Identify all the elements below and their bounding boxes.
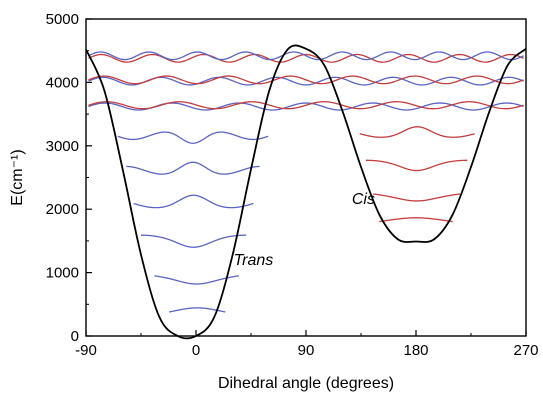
x-tick-label: 0 <box>192 342 200 359</box>
x-tick-label: -90 <box>75 342 97 359</box>
wavefunction-delocalized-11 <box>88 101 524 110</box>
y-tick-label: 4000 <box>46 74 79 91</box>
wavefunction-cis-6 <box>379 217 453 223</box>
y-axis-label: E(cm⁻¹) <box>9 149 26 205</box>
plot-frame <box>85 18 527 337</box>
y-tick-label: 2000 <box>46 201 79 218</box>
y-tick-label: 5000 <box>46 11 79 28</box>
x-tick-label: 270 <box>513 342 538 359</box>
wavefunction-delocalized-15 <box>88 51 524 61</box>
potential-layer <box>85 44 527 340</box>
wavefunctions-layer <box>88 51 524 313</box>
wavefunction-trans-5 <box>117 131 269 144</box>
wavefunction-cis-8 <box>365 159 468 172</box>
wavefunction-delocalized-12 <box>88 76 524 86</box>
wavefunction-trans-4 <box>126 161 260 175</box>
wavefunction-cis-9 <box>359 126 475 138</box>
wavefunction-delocalized-13 <box>88 75 524 85</box>
wavefunction-trans-3 <box>133 194 254 209</box>
y-tick-label: 3000 <box>46 138 79 155</box>
y-tick-label: 1000 <box>46 265 79 282</box>
annotation-trans: Trans <box>234 252 274 269</box>
potential-curve <box>85 44 527 340</box>
wavefunction-delocalized-10 <box>88 102 524 111</box>
x-tick-label: 90 <box>298 342 315 359</box>
y-tick-label: 0 <box>71 328 79 345</box>
wavefunction-trans-1 <box>154 275 239 285</box>
wavefunction-trans-0 <box>168 307 226 313</box>
wavefunction-trans-2 <box>140 234 247 248</box>
wavefunction-cis-7 <box>373 193 461 202</box>
x-tick-label: 180 <box>403 342 428 359</box>
labels-layer: -90 0 90 180 270010002000300040005000Dihedra… <box>9 11 539 392</box>
axes-layer <box>85 18 527 337</box>
annotation-cis: Cis <box>352 191 375 208</box>
x-axis-label: Dihedral angle (degrees) <box>218 375 394 392</box>
